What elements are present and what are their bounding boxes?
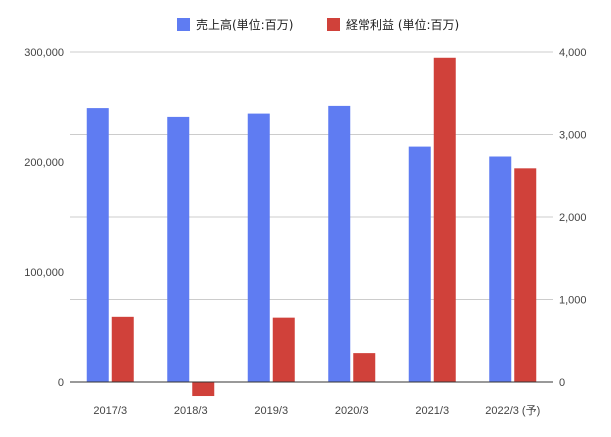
- right-tick-label: 2,000: [559, 212, 587, 224]
- right-tick-label: 0: [559, 377, 565, 389]
- bar-sales: [86, 108, 109, 382]
- legend-label: 経常利益 (単位:百万): [346, 17, 459, 32]
- left-tick-label: 200,000: [24, 157, 64, 169]
- right-tick-label: 4,000: [559, 47, 587, 59]
- x-tick-label: 2022/3 (予): [485, 404, 540, 417]
- right-axis: 0 1,000 2,000 3,000 4,000: [559, 47, 587, 389]
- left-tick-label: 300,000: [24, 47, 64, 59]
- grid-lines: [70, 51, 553, 300]
- bar-ordinary-profit: [111, 316, 134, 382]
- legend-swatch: [177, 18, 190, 31]
- x-tick-label: 2020/3: [335, 405, 369, 417]
- left-tick-label: 0: [58, 377, 64, 389]
- bar-ordinary-profit: [272, 317, 295, 382]
- legend: 売上高(単位:百万) 経常利益 (単位:百万): [177, 17, 459, 32]
- bar-ordinary-profit: [514, 168, 537, 382]
- bar-sales: [408, 146, 431, 382]
- legend-label: 売上高(単位:百万): [196, 17, 293, 32]
- bar-sales: [328, 105, 351, 383]
- x-axis: 2017/3 2018/3 2019/3 2020/3 2021/3 2022/3 (予): [93, 404, 540, 417]
- x-tick-label: 2017/3: [93, 405, 127, 417]
- x-tick-label: 2019/3: [254, 405, 288, 417]
- x-tick-label: 2018/3: [174, 405, 208, 417]
- bar-sales: [167, 116, 190, 383]
- bar-ordinary-profit: [433, 57, 456, 383]
- right-tick-label: 1,000: [559, 295, 587, 307]
- bar-ordinary-profit: [353, 353, 376, 382]
- bar-sales: [247, 113, 270, 382]
- legend-swatch: [327, 18, 340, 31]
- left-tick-label: 100,000: [24, 267, 64, 279]
- right-tick-label: 3,000: [559, 130, 587, 142]
- x-tick-label: 2021/3: [415, 405, 449, 417]
- bars: [86, 57, 537, 397]
- bar-ordinary-profit: [192, 382, 215, 397]
- left-axis: 0 100,000 200,000 300,000: [24, 47, 64, 389]
- bar-sales: [489, 156, 512, 382]
